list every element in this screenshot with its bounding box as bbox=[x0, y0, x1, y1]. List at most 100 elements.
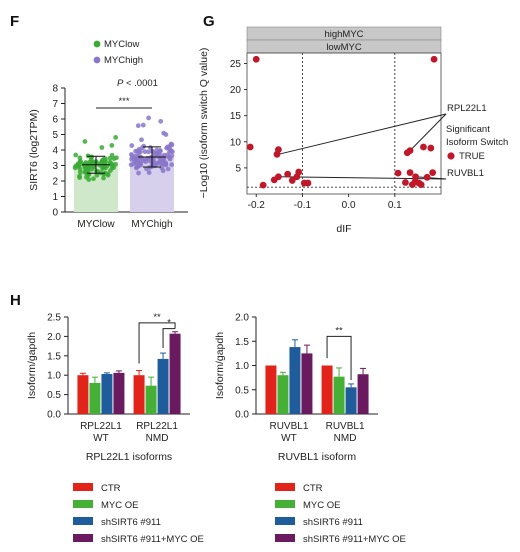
f-data-point bbox=[94, 172, 100, 178]
f-data-point bbox=[138, 162, 144, 168]
g-y-tick-label: 5 bbox=[235, 163, 241, 174]
f-y-axis-title: SIRT6 (log2TPM) bbox=[28, 109, 40, 191]
h-bar bbox=[89, 382, 101, 414]
h-y-tick-label: 1.5 bbox=[235, 337, 249, 348]
h-bar bbox=[345, 387, 357, 414]
f-y-tick-label: 0 bbox=[52, 208, 58, 219]
legend-label-mychigh: MYChigh bbox=[104, 55, 143, 66]
f-data-point bbox=[146, 115, 152, 121]
h-legend-label: shSIRT6 #911 bbox=[101, 517, 161, 528]
g-annotation-line-rpl22l1 bbox=[278, 113, 447, 155]
panel-label-g: G bbox=[203, 13, 215, 30]
h-bar bbox=[321, 365, 333, 414]
g-x-tick-label: -0.2 bbox=[248, 200, 266, 211]
f-data-point bbox=[139, 155, 145, 161]
h-bar bbox=[265, 365, 277, 414]
g-y-tick-label: 25 bbox=[230, 59, 242, 70]
f-data-point bbox=[84, 174, 89, 180]
h-legend-swatch bbox=[73, 500, 93, 508]
h-legend-swatch bbox=[73, 534, 93, 542]
annotation-rpl22l1: RPL22L1 bbox=[447, 103, 487, 114]
panel-h: H 0.0 0.5 1.0 1.5 2.0 2.5 Isoform/gapdh RPL22L1… bbox=[10, 292, 406, 545]
f-data-point bbox=[165, 144, 170, 150]
f-data-point bbox=[146, 149, 152, 155]
g-data-point bbox=[408, 181, 416, 189]
f-y-tick-label: 8 bbox=[52, 84, 58, 95]
h-sig-bracket bbox=[326, 335, 352, 381]
f-data-point bbox=[77, 155, 83, 161]
h-legend-swatch bbox=[275, 500, 295, 508]
h-y-tick-label: 1.0 bbox=[47, 371, 61, 382]
f-x-label-mychigh: MYChigh bbox=[131, 219, 172, 230]
f-y-tick-label: 6 bbox=[52, 115, 58, 126]
h-legend-label: shSIRT6 #911 bbox=[303, 517, 363, 528]
f-data-point bbox=[168, 148, 174, 153]
f-data-point bbox=[150, 148, 156, 154]
h-bar bbox=[301, 353, 313, 414]
h-sig-bracket bbox=[138, 322, 176, 364]
f-data-point bbox=[140, 122, 146, 128]
g-y-tick-label: 10 bbox=[230, 137, 242, 148]
g-data-point bbox=[402, 179, 409, 186]
h-x-group-sublabel: WT bbox=[281, 433, 297, 444]
g-data-points bbox=[246, 55, 438, 189]
g-data-point bbox=[429, 169, 437, 176]
h-bar bbox=[113, 372, 125, 414]
h-legend-swatch bbox=[275, 483, 295, 491]
f-data-point bbox=[91, 164, 97, 170]
panel-f: F MYClow MYChigh P < .0001 *** 0 1 2 3 4 5 6 7 8… bbox=[10, 13, 188, 230]
f-data-point bbox=[169, 153, 175, 159]
f-data-point bbox=[89, 154, 95, 160]
f-data-point bbox=[82, 170, 88, 175]
h-y-tick-label: 0.5 bbox=[235, 385, 249, 396]
g-data-point bbox=[252, 55, 260, 63]
g-data-point bbox=[270, 176, 278, 184]
h-y-tick-label: 2.5 bbox=[47, 313, 61, 324]
h-bar bbox=[145, 385, 157, 414]
h-x-group-sublabel: NMD bbox=[334, 433, 357, 444]
h-y-tick-label: 0.0 bbox=[47, 410, 61, 421]
f-data-point bbox=[75, 161, 81, 167]
f-data-point bbox=[79, 161, 85, 167]
h-legend-label: MYC OE bbox=[303, 500, 340, 511]
g-data-point bbox=[304, 179, 312, 187]
g-data-point bbox=[427, 144, 435, 152]
f-data-point bbox=[133, 148, 138, 154]
f-data-point bbox=[108, 168, 113, 173]
f-data-point bbox=[160, 168, 166, 174]
f-y-tick-label: 7 bbox=[52, 99, 58, 110]
g-x-axis-title: dIF bbox=[336, 223, 351, 235]
h-legend-label: shSIRT6 #911+MYC OE bbox=[101, 534, 204, 545]
f-data-point bbox=[77, 173, 82, 179]
h-bar bbox=[333, 376, 345, 414]
f-data-point bbox=[97, 162, 103, 168]
f-data-point bbox=[165, 166, 171, 172]
h-bar bbox=[101, 374, 113, 414]
f-y-tick-label: 3 bbox=[52, 161, 58, 172]
h-bar bbox=[77, 375, 89, 414]
h-legend-swatch bbox=[275, 517, 295, 525]
g-data-point bbox=[417, 181, 425, 189]
f-data-point bbox=[109, 161, 114, 167]
h-legend-swatch bbox=[73, 483, 93, 491]
h-legend-swatch bbox=[275, 534, 295, 542]
f-data-point bbox=[82, 139, 88, 144]
g-data-point bbox=[284, 170, 292, 178]
facet-label-lowmyc: lowMYC bbox=[326, 42, 362, 53]
g-data-point bbox=[394, 169, 402, 177]
f-data-point bbox=[142, 149, 148, 155]
annotation-ruvbl1: RUVBL1 bbox=[447, 168, 484, 179]
h-x-group-label: RUVBL1 bbox=[326, 421, 365, 432]
f-data-point bbox=[113, 161, 118, 167]
g-y-tick-label: 15 bbox=[230, 111, 242, 122]
h-legend-swatch bbox=[73, 517, 93, 525]
g-annotation-line-ruvbl1 bbox=[415, 176, 447, 180]
h-x-group-sublabel: NMD bbox=[146, 433, 169, 444]
g-x-tick-label: -0.1 bbox=[294, 200, 312, 211]
f-y-tick-label: 5 bbox=[52, 130, 58, 141]
f-data-point bbox=[100, 166, 105, 171]
f-data-point bbox=[139, 145, 145, 151]
significance-stars: *** bbox=[118, 96, 129, 107]
f-data-point bbox=[157, 148, 163, 153]
